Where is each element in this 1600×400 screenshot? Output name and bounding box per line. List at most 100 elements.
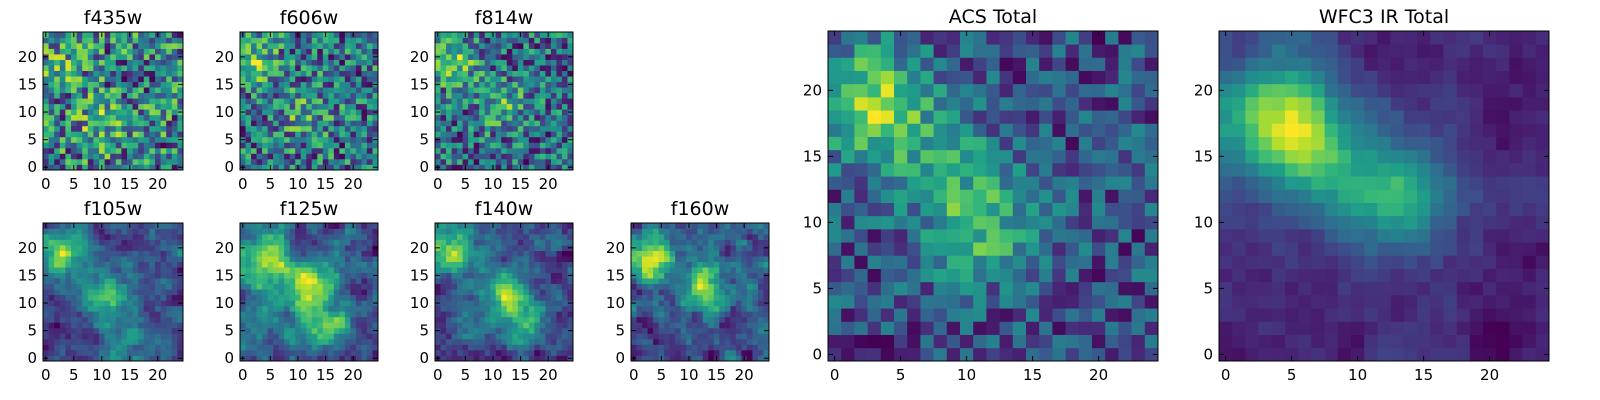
heatmap-cell	[82, 272, 89, 279]
heatmap-cell	[907, 163, 921, 177]
heatmap-cell	[132, 76, 139, 83]
heatmap-cell	[506, 70, 513, 77]
heatmap-cell	[495, 338, 502, 345]
heatmap-cell	[344, 272, 351, 279]
heatmap-cell	[121, 278, 128, 285]
heatmap-cell	[333, 327, 340, 334]
panel-title: f105w	[84, 198, 143, 220]
heatmap-cell	[65, 158, 72, 165]
heatmap-cell	[506, 76, 513, 83]
heatmap-cell	[71, 125, 77, 132]
heatmap-cell	[680, 333, 687, 340]
heatmap-cell	[262, 239, 268, 246]
heatmap-cell	[506, 109, 513, 116]
heatmap-cell	[256, 92, 263, 99]
heatmap-cell	[867, 189, 882, 203]
heatmap-cell	[501, 48, 508, 55]
heatmap-cell	[43, 37, 49, 44]
heatmap-cell	[65, 245, 72, 251]
heatmap-cell	[457, 272, 463, 279]
heatmap-cell	[561, 322, 568, 329]
heatmap-cell	[127, 250, 133, 257]
heatmap-cell	[278, 305, 285, 312]
heatmap-cell	[490, 239, 497, 246]
heatmap-cell	[143, 283, 150, 290]
heatmap-cell	[143, 92, 150, 99]
heatmap-cell	[664, 327, 670, 334]
heatmap-cell	[1144, 215, 1159, 230]
heatmap-cell	[451, 32, 458, 38]
heatmap-cell	[642, 250, 648, 257]
heatmap-cell	[457, 153, 463, 160]
heatmap-cell	[642, 228, 648, 235]
heatmap-cell	[435, 234, 441, 240]
heatmap-cell	[512, 349, 519, 356]
heatmap-cell	[171, 338, 178, 345]
heatmap-cell	[680, 305, 687, 312]
heatmap-cell	[311, 256, 318, 262]
heatmap-cell	[245, 256, 252, 262]
y-tick-label: 5	[27, 322, 37, 340]
heatmap-cell	[245, 48, 252, 55]
heatmap-cell	[284, 223, 291, 229]
heatmap-cell	[642, 327, 648, 334]
heatmap-cell	[278, 153, 285, 160]
heatmap-cell	[495, 70, 502, 77]
heatmap-cell	[104, 147, 111, 154]
heatmap-cell	[366, 142, 373, 149]
heatmap-cell	[501, 142, 508, 149]
heatmap-cell	[333, 125, 340, 132]
heatmap-cell	[317, 87, 324, 94]
heatmap-cell	[446, 349, 452, 356]
heatmap-cell	[160, 228, 167, 235]
heatmap-cell	[71, 103, 77, 110]
heatmap-cell	[43, 147, 49, 154]
heatmap-cell	[484, 322, 491, 329]
heatmap-cell	[986, 242, 1000, 256]
heatmap-cell	[87, 153, 94, 160]
heatmap-cell	[273, 87, 279, 94]
x-tick-label: 15	[511, 175, 530, 193]
heatmap-cell	[93, 59, 100, 66]
heatmap-cell	[138, 43, 145, 49]
heatmap-cell	[355, 109, 362, 116]
heatmap-cell	[451, 59, 458, 66]
heatmap-cell	[451, 327, 458, 334]
heatmap-cell	[127, 158, 133, 165]
heatmap-cell	[143, 267, 150, 274]
heatmap-cell	[311, 32, 318, 38]
heatmap-cell	[93, 92, 100, 99]
heatmap-cell	[512, 147, 519, 154]
heatmap-cell	[372, 311, 379, 318]
heatmap-cell	[1105, 215, 1119, 230]
heatmap-cell	[730, 272, 737, 279]
heatmap-cell	[479, 142, 486, 149]
heatmap-cell	[366, 338, 373, 345]
heatmap-cell	[664, 322, 670, 329]
heatmap-cell	[647, 283, 654, 290]
heatmap-cell	[59, 239, 66, 246]
heatmap-cell	[484, 272, 491, 279]
heatmap-cell	[457, 120, 463, 127]
heatmap-cell	[93, 43, 100, 49]
heatmap-cell	[495, 120, 502, 127]
heatmap-cell	[539, 344, 546, 351]
heatmap-cell	[284, 147, 291, 154]
heatmap-cell	[138, 278, 145, 285]
heatmap-cell	[48, 125, 55, 132]
heatmap-cell	[295, 349, 302, 356]
heatmap-cell	[517, 81, 524, 88]
heatmap-cell	[59, 355, 66, 362]
heatmap-cell	[87, 92, 94, 99]
heatmap-cell	[691, 300, 698, 307]
heatmap-cell	[642, 289, 648, 296]
heatmap-cell	[473, 349, 480, 356]
heatmap-cell	[110, 322, 117, 329]
heatmap-cell	[691, 272, 698, 279]
heatmap-cell	[350, 338, 357, 345]
heatmap-cell	[350, 37, 357, 44]
heatmap-cell	[440, 81, 447, 88]
heatmap-cell	[642, 267, 648, 274]
heatmap-cell	[284, 283, 291, 290]
heatmap-cell	[534, 158, 541, 165]
